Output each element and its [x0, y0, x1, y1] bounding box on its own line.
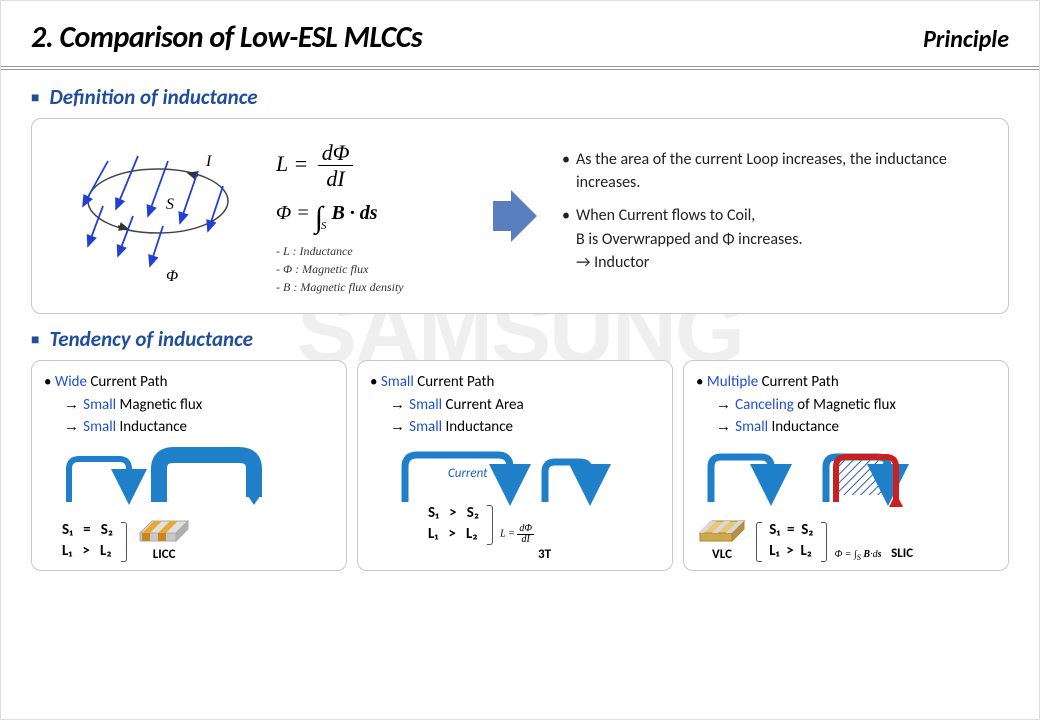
equation-L: L = dΦdI — [276, 140, 486, 192]
card-3t: Small Current Path Small Current Area Sm… — [357, 360, 673, 571]
equation-Phi: Φ = ∫S B · ds — [276, 202, 486, 232]
definition-notes: As the area of the current Loop increase… — [562, 148, 992, 284]
svg-text:Current: Current — [448, 466, 488, 481]
big-arrow-icon — [494, 190, 554, 242]
3t-graphic: Current S₁ > S₂ L₁ > L₂ L = dΦdI 3T — [370, 447, 660, 562]
licc-graphic: S₁ = S₂ L₁ > L₂ — [44, 447, 334, 562]
3t-relation: S₁ > S₂ L₁ > L₂ — [428, 503, 479, 545]
card-slic: Multiple Current Path Canceling of Magne… — [683, 360, 1009, 571]
licc-chip-icon: LICC — [134, 503, 194, 562]
slide-header: 2. Comparison of Low-ESL MLCCs Principle — [1, 1, 1039, 70]
section-heading: Tendency of inductance — [31, 326, 1009, 352]
slide-title: 2. Comparison of Low-ESL MLCCs — [31, 19, 422, 56]
section-tendency: Tendency of inductance Wide Current Path… — [31, 326, 1009, 571]
svg-text:I: I — [205, 153, 212, 170]
vlc-chip-icon: VLC — [696, 507, 748, 562]
slic-graphic: VLC S₁ = S₂ L₁ > L₂ Φ = ∫S B·ds SLIC — [696, 447, 996, 562]
section-definition: Definition of inductance — [31, 84, 1009, 314]
section-heading: Definition of inductance — [31, 84, 1009, 110]
svg-text:S: S — [166, 196, 174, 213]
equation-legend: - L : Inductance - Φ : Magnetic flux - B… — [276, 242, 486, 296]
equations-block: L = dΦdI Φ = ∫S B · ds - L : Inductance … — [276, 136, 486, 296]
inductance-loop-diagram: I S Φ — [48, 131, 268, 301]
slide-subtitle: Principle — [923, 25, 1009, 54]
svg-text:Φ: Φ — [166, 268, 178, 285]
slic-relation: S₁ = S₂ L₁ > L₂ — [769, 520, 813, 562]
licc-relation: S₁ = S₂ L₁ > L₂ — [62, 520, 113, 562]
mini-equation-Phi: Φ = ∫S B·ds — [835, 549, 882, 562]
card-licc: Wide Current Path Small Magnetic flux Sm… — [31, 360, 347, 571]
mini-equation-L: L = dΦdI — [500, 523, 534, 545]
